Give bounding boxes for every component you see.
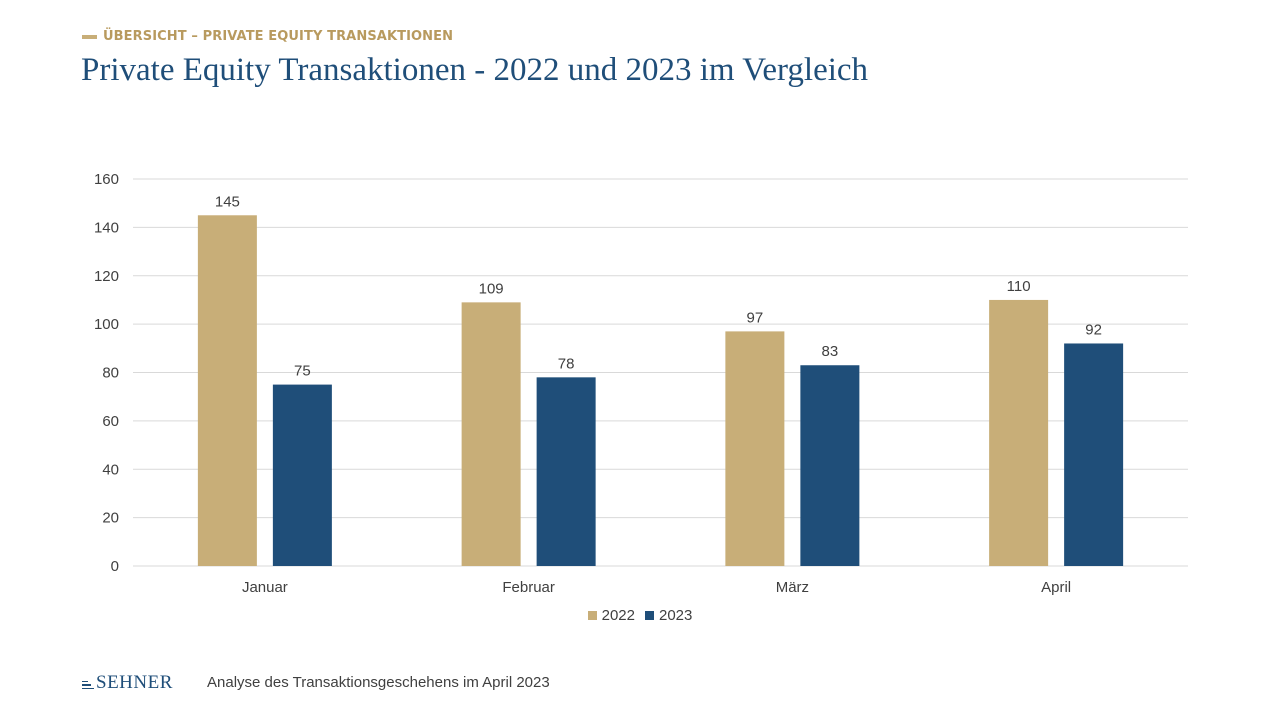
legend-label-2022: 2022 bbox=[601, 607, 635, 624]
section-kicker: ÜBERSICHT – PRIVATE EQUITY TRANSAKTIONEN bbox=[82, 29, 453, 44]
y-tick-label: 40 bbox=[102, 461, 119, 478]
bar-2023-januar bbox=[272, 384, 332, 566]
y-tick-label: 120 bbox=[94, 268, 119, 285]
data-label: 110 bbox=[1007, 278, 1031, 295]
data-label: 75 bbox=[294, 363, 311, 380]
logo-text: SEHNER bbox=[96, 672, 173, 693]
chart-legend: 2022 2023 bbox=[0, 607, 1280, 624]
page-title: Private Equity Transaktionen - 2022 und … bbox=[81, 52, 869, 88]
data-label: 97 bbox=[747, 309, 764, 326]
data-label: 145 bbox=[215, 193, 240, 210]
kicker-bar bbox=[82, 34, 97, 39]
x-tick-label: Februar bbox=[502, 579, 555, 596]
bar-2023-februar bbox=[536, 377, 596, 566]
y-tick-label: 0 bbox=[111, 558, 119, 575]
bar-2022-märz bbox=[725, 331, 785, 566]
y-tick-label: 160 bbox=[94, 171, 119, 188]
y-tick-label: 60 bbox=[102, 413, 119, 430]
legend-item-2022: 2022 bbox=[587, 607, 635, 624]
company-logo: SEHNER bbox=[82, 672, 173, 694]
data-label: 92 bbox=[1085, 321, 1102, 338]
bar-2022-april bbox=[989, 299, 1049, 566]
bar-2023-märz bbox=[800, 365, 860, 566]
y-tick-label: 80 bbox=[102, 365, 119, 382]
footer-note: Analyse des Transaktionsgeschehens im Ap… bbox=[207, 674, 550, 691]
y-tick-label: 100 bbox=[94, 316, 119, 333]
data-label: 78 bbox=[558, 355, 575, 372]
bar-2022-januar bbox=[197, 215, 257, 566]
legend-swatch-2023 bbox=[645, 611, 654, 620]
y-tick-label: 140 bbox=[94, 219, 119, 236]
data-label: 109 bbox=[479, 280, 504, 297]
x-tick-label: Januar bbox=[242, 579, 288, 596]
logo-lines-icon bbox=[82, 680, 94, 690]
x-tick-label: April bbox=[1041, 579, 1071, 596]
bar-2022-februar bbox=[461, 302, 521, 566]
data-label: 83 bbox=[822, 343, 839, 360]
legend-item-2023: 2023 bbox=[645, 607, 692, 624]
kicker-text: ÜBERSICHT – PRIVATE EQUITY TRANSAKTIONEN bbox=[103, 29, 454, 44]
bar-2023-april bbox=[1064, 343, 1124, 566]
legend-label-2023: 2023 bbox=[659, 607, 693, 624]
x-tick-label: März bbox=[776, 579, 809, 596]
y-tick-label: 20 bbox=[102, 510, 119, 527]
legend-swatch-2022 bbox=[587, 611, 597, 620]
